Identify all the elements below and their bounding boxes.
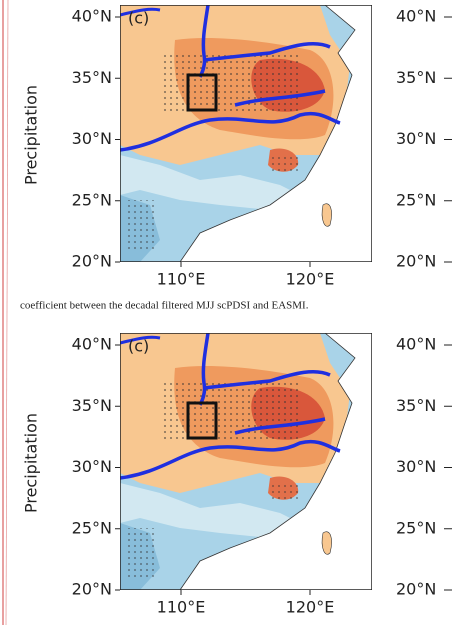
y-label: Precipitation — [22, 85, 41, 185]
margin-line — [5, 0, 9, 626]
lon-label: 110°E — [157, 598, 206, 617]
lat-label-right: 25°N — [396, 190, 436, 209]
lat-label: 20°N — [72, 580, 112, 599]
lon-label: 120°E — [286, 270, 335, 289]
map-panel: 40°N 35°N 30°N 25°N 20°N 40°N 35°N 30°N 25°N 20°N… — [22, 333, 452, 617]
map-panel: 40°N 35°N 30°N 25°N 20°N 40°N 35°N 30°N 25°N 20°N… — [22, 5, 452, 289]
lat-label-right: 40°N — [396, 335, 436, 354]
lat-label-right: 35°N — [396, 68, 436, 87]
lat-label: 25°N — [72, 518, 112, 537]
lon-label: 110°E — [157, 270, 206, 289]
lat-label-right: 35°N — [396, 396, 436, 415]
lat-label-right: 25°N — [396, 518, 436, 537]
lat-label: 40°N — [72, 7, 112, 26]
lat-label-right: 30°N — [396, 129, 436, 148]
lon-label: 120°E — [286, 598, 335, 617]
map — [120, 333, 372, 590]
caption: coefficient between the decadal filtered… — [20, 300, 309, 312]
lat-label: 35°N — [72, 396, 112, 415]
lat-label: 40°N — [72, 335, 112, 354]
lat-label: 25°N — [72, 190, 112, 209]
lat-label-right: 40°N — [396, 7, 436, 26]
map — [120, 5, 372, 262]
panel-label: (c) — [128, 9, 149, 28]
panel-label: (c) — [128, 337, 149, 356]
lat-label-right: 30°N — [396, 457, 436, 476]
y-label: Precipitation — [22, 413, 41, 513]
lat-label-right: 20°N — [396, 580, 436, 599]
lat-label: 30°N — [72, 457, 112, 476]
lat-label: 20°N — [72, 252, 112, 271]
lat-label: 35°N — [72, 68, 112, 87]
lat-label: 30°N — [72, 129, 112, 148]
lat-label-right: 20°N — [396, 252, 436, 271]
